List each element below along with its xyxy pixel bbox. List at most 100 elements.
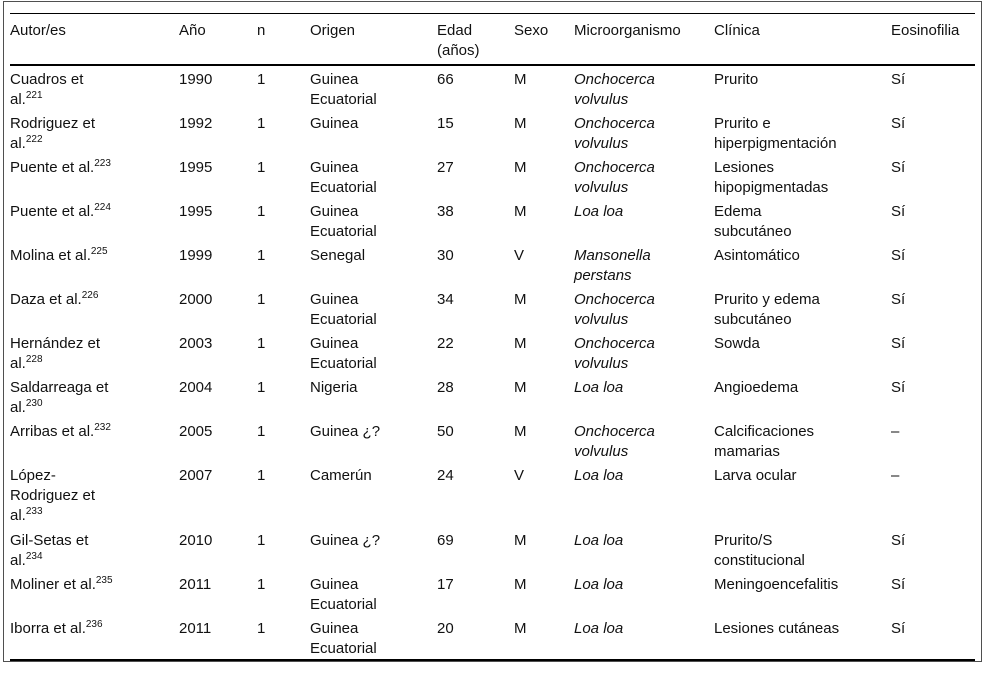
cell-edad: 69 (437, 532, 454, 549)
cell-n: 1 (257, 467, 266, 484)
cell-anio: 2011 (179, 615, 257, 661)
cell-sexo: M (514, 532, 527, 549)
cell-clinica: Asintomático (714, 247, 800, 264)
table-row: Saldarreaga et al.230 2004 1 Nigeria 28 M Loa l… (10, 374, 975, 418)
cell-eos: Sí (891, 159, 906, 176)
cell-n: 1 (257, 335, 266, 352)
table-row: Rodriguez et al.222 1992 1 Guinea 15 M Onchocer… (10, 110, 975, 154)
citation-reference: 225 (90, 246, 108, 257)
cell-autor: Puente et al.224 (10, 202, 111, 221)
cell-sexo: M (514, 615, 574, 661)
cell-origen: Guinea ¿? (310, 423, 381, 440)
cell-edad: 17 (437, 576, 454, 593)
column-header-micro: Microorganismo (574, 13, 714, 66)
cell-anio: 2004 (179, 379, 213, 396)
cell-eos: Sí (891, 115, 906, 132)
cell-origen: Guinea Ecuatorial (310, 291, 377, 328)
cell-clinica: Calcificaciones mamarias (714, 423, 815, 460)
cell-autor: López- Rodriguez et al.233 (10, 467, 96, 524)
citation-reference: 235 (95, 575, 113, 586)
cell-n: 1 (257, 247, 266, 264)
citation-reference: 230 (25, 398, 43, 409)
cell-origen: Guinea Ecuatorial (310, 335, 377, 372)
cell-clinica: Edema subcutáneo (714, 203, 792, 240)
cell-autor: Cuadros et al.221 (10, 71, 84, 108)
cell-edad: 22 (437, 335, 454, 352)
column-header-sexo: Sexo (514, 13, 574, 66)
cell-edad: 66 (437, 71, 454, 88)
cell-origen: Nigeria (310, 379, 358, 396)
citation-reference: 222 (25, 134, 43, 145)
cell-eos: Sí (891, 615, 975, 661)
cell-sexo: V (514, 467, 525, 484)
cell-clinica: Prurito (714, 71, 759, 88)
cell-autor: Puente et al.223 (10, 158, 111, 177)
citation-reference: 232 (94, 422, 111, 433)
cell-edad: 28 (437, 379, 454, 396)
cell-origen: Guinea Ecuatorial (310, 71, 377, 108)
cell-anio: 1999 (179, 247, 213, 264)
cell-n: 1 (257, 379, 266, 396)
cell-micro: Loa loa (574, 379, 624, 396)
cell-micro: Onchocerca volvulus (574, 291, 655, 328)
citation-reference: 228 (25, 354, 43, 365)
cell-edad: 38 (437, 203, 454, 220)
cell-anio: 1995 (179, 203, 213, 220)
cell-micro: Mansonella perstans (574, 247, 651, 284)
cell-clinica: Prurito e hiperpigmentación (714, 115, 837, 152)
table-frame: Autor/es Año n Origen Edad (años) Sexo Microorg… (3, 1, 982, 662)
cell-anio: 2000 (179, 291, 213, 308)
cell-origen: Guinea (310, 115, 359, 132)
cell-eos: Sí (891, 379, 906, 396)
cell-micro: Loa loa (574, 576, 624, 593)
cell-edad: 24 (437, 467, 454, 484)
cell-micro: Loa loa (574, 467, 624, 484)
table-row: Gil-Setas et al.234 2010 1 Guinea ¿? 69 M Loa l… (10, 527, 975, 571)
table-row: Iborra et al.236 2011 1 Guinea Ecuatorial 20 M… (10, 615, 975, 661)
column-header-edad: Edad (años) (437, 13, 514, 66)
cell-autor: Rodriguez et al.222 (10, 115, 96, 152)
citation-reference: 234 (25, 551, 43, 562)
cell-clinica: Meningoencefalitis (714, 576, 839, 593)
table-header: Autor/es Año n Origen Edad (años) Sexo Microorg… (10, 13, 975, 66)
cell-n: 1 (257, 532, 266, 549)
cell-sexo: M (514, 159, 527, 176)
cell-autor: Daza et al.226 (10, 290, 99, 309)
cell-sexo: V (514, 247, 525, 264)
cell-autor: Moliner et al.235 (10, 575, 113, 594)
cell-edad: 27 (437, 159, 454, 176)
cell-origen: Camerún (310, 467, 372, 484)
cell-edad: 34 (437, 291, 454, 308)
cell-edad: 15 (437, 115, 454, 132)
case-reports-table: Autor/es Año n Origen Edad (años) Sexo Microorg… (10, 13, 975, 661)
cell-anio: 2011 (179, 576, 212, 593)
cell-sexo: M (514, 71, 527, 88)
citation-reference: 233 (25, 506, 43, 517)
cell-edad: 30 (437, 247, 454, 264)
cell-edad: 50 (437, 423, 454, 440)
cell-autor: Arribas et al.232 (10, 422, 111, 441)
cell-micro: Loa loa (574, 615, 714, 661)
cell-clinica: Lesiones cutáneas (714, 615, 891, 661)
cell-clinica: Sowda (714, 335, 760, 352)
cell-eos: Sí (891, 576, 906, 593)
cell-eos: Sí (891, 335, 906, 352)
cell-n: 1 (257, 291, 266, 308)
cell-micro: Loa loa (574, 532, 624, 549)
table-row: Puente et al.224 1995 1 Guinea Ecuatorial 38 M… (10, 198, 975, 242)
cell-anio: 2007 (179, 467, 213, 484)
cell-origen: Senegal (310, 247, 366, 264)
cell-anio: 2003 (179, 335, 213, 352)
cell-n: 1 (257, 576, 266, 593)
cell-sexo: M (514, 203, 527, 220)
cell-anio: 1990 (179, 71, 213, 88)
cell-sexo: M (514, 335, 527, 352)
table-row: Daza et al.226 2000 1 Guinea Ecuatorial 34 M On… (10, 286, 975, 330)
cell-micro: Loa loa (574, 203, 624, 220)
column-header-autor: Autor/es (10, 13, 179, 66)
cell-sexo: M (514, 291, 527, 308)
cell-autor: Iborra et al.236 (10, 615, 179, 661)
citation-reference: 224 (94, 202, 111, 213)
cell-micro: Onchocerca volvulus (574, 423, 655, 460)
cell-origen: Guinea Ecuatorial (310, 615, 437, 661)
